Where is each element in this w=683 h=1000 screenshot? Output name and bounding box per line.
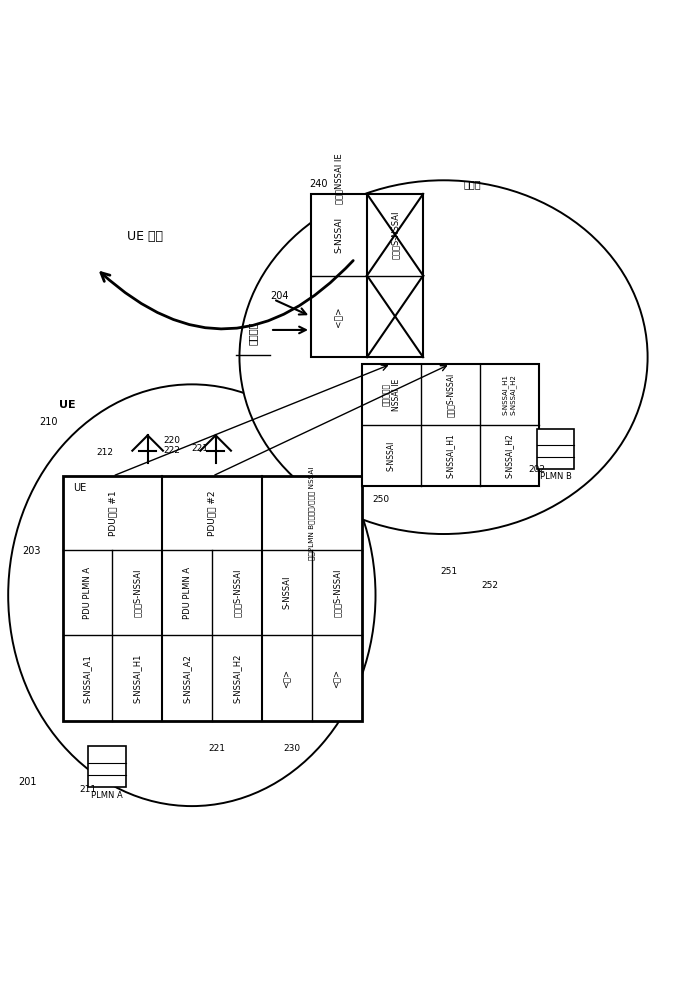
Text: S-NSSAI_A2: S-NSSAI_A2 xyxy=(183,654,192,703)
Text: 203: 203 xyxy=(22,546,40,556)
Text: S-NSSAI_H1: S-NSSAI_H1 xyxy=(446,433,455,478)
FancyArrowPatch shape xyxy=(276,300,306,315)
Bar xyxy=(88,746,126,787)
Text: <空>: <空> xyxy=(283,669,292,688)
Text: 映射的S-NSSAI: 映射的S-NSSAI xyxy=(333,568,342,617)
Text: S-NSSAI: S-NSSAI xyxy=(283,576,292,609)
Text: 252: 252 xyxy=(481,581,498,590)
Text: 202: 202 xyxy=(529,465,546,474)
Ellipse shape xyxy=(240,180,647,534)
Text: 映射的S-NSSAI: 映射的S-NSSAI xyxy=(233,568,242,617)
Text: UE: UE xyxy=(59,400,76,410)
Text: PLMN A: PLMN A xyxy=(91,791,123,800)
Text: 212: 212 xyxy=(96,448,113,457)
Ellipse shape xyxy=(8,384,376,806)
Text: S-NSSAI: S-NSSAI xyxy=(387,441,396,471)
Text: PDU PLMN A: PDU PLMN A xyxy=(83,566,92,619)
Text: 220: 220 xyxy=(163,436,180,445)
Text: 222: 222 xyxy=(163,446,180,455)
Text: 250: 250 xyxy=(372,495,389,504)
Text: S-NSSAI_H2: S-NSSAI_H2 xyxy=(505,433,514,478)
Text: 211: 211 xyxy=(80,785,97,794)
Text: 映射的S-NSSAI: 映射的S-NSSAI xyxy=(446,372,455,417)
Text: 映射的S-NSSAI: 映射的S-NSSAI xyxy=(391,210,400,259)
Text: S-NSSAI_H1
S-NSSAI_H2: S-NSSAI_H1 S-NSSAI_H2 xyxy=(502,374,516,415)
Text: 用于PLMN B的配置的/允许的 NSSAI: 用于PLMN B的配置的/允许的 NSSAI xyxy=(309,466,316,560)
Text: 映射的S-NSSAI: 映射的S-NSSAI xyxy=(133,568,142,617)
Text: 221: 221 xyxy=(209,744,226,753)
Text: PDU会话 #1: PDU会话 #1 xyxy=(108,490,117,536)
Text: S-NSSAI_H2: S-NSSAI_H2 xyxy=(233,654,242,703)
Text: 注册请求: 注册请求 xyxy=(248,322,258,345)
Text: 204: 204 xyxy=(270,291,289,301)
Text: 251: 251 xyxy=(440,567,457,576)
Text: PLMN B: PLMN B xyxy=(540,472,572,481)
Text: 不包括: 不包括 xyxy=(464,179,482,189)
Bar xyxy=(537,429,574,469)
Text: S-NSSAI_A1: S-NSSAI_A1 xyxy=(83,654,92,703)
FancyArrowPatch shape xyxy=(273,327,306,333)
Text: 230: 230 xyxy=(283,744,301,753)
Text: 240: 240 xyxy=(309,179,328,189)
Bar xyxy=(63,476,362,721)
Text: UE 移动: UE 移动 xyxy=(127,230,163,243)
Text: 210: 210 xyxy=(39,417,57,427)
Bar xyxy=(311,194,423,357)
Text: S-NSSAI_H1: S-NSSAI_H1 xyxy=(133,654,142,703)
Text: <空>: <空> xyxy=(335,306,344,327)
Text: 221: 221 xyxy=(192,444,209,453)
Text: 201: 201 xyxy=(18,777,37,787)
Text: PDU PLMN A: PDU PLMN A xyxy=(183,566,192,619)
Text: <空>: <空> xyxy=(333,669,342,688)
Text: PDU会话 #2: PDU会话 #2 xyxy=(208,490,217,536)
FancyArrowPatch shape xyxy=(101,261,353,329)
Text: 请求的NSSAI IE: 请求的NSSAI IE xyxy=(335,154,344,204)
Bar xyxy=(362,364,539,486)
Text: UE: UE xyxy=(73,483,86,493)
Text: S-NSSAI: S-NSSAI xyxy=(335,217,344,253)
Text: 请求的映射
NSSAI IE: 请求的映射 NSSAI IE xyxy=(382,378,401,411)
